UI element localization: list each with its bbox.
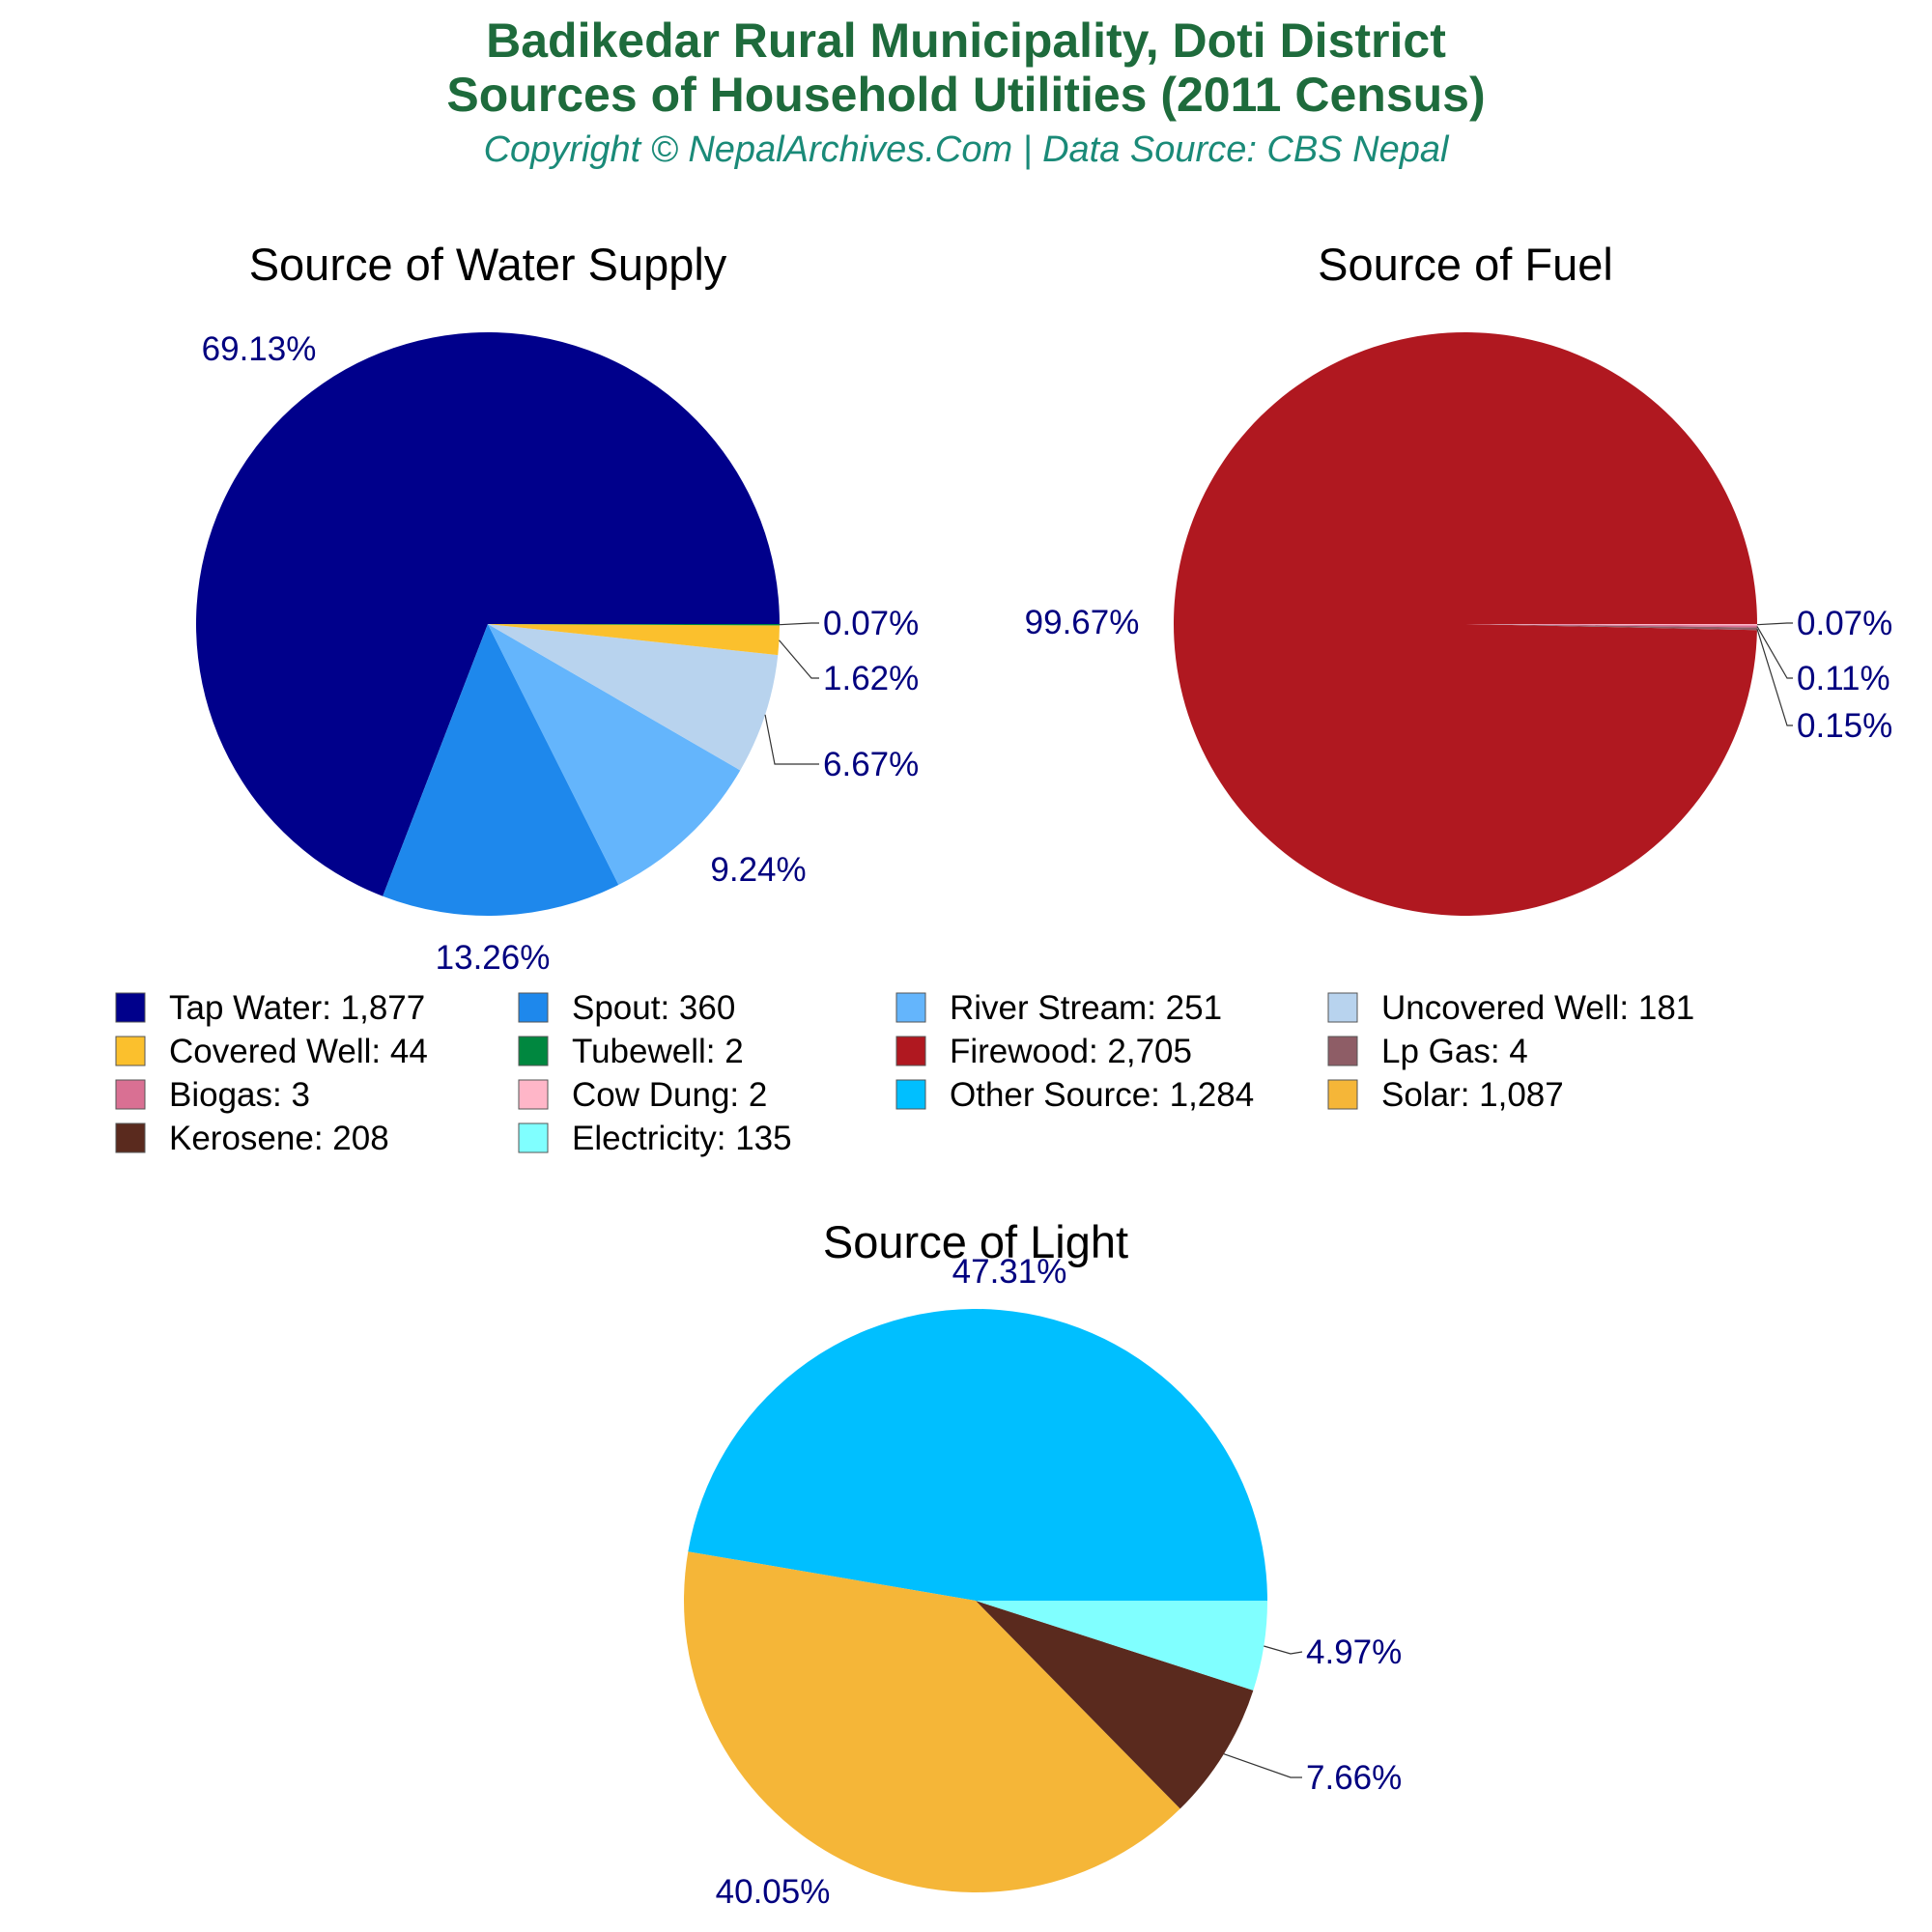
leader-line-covered-well bbox=[779, 639, 819, 679]
fuel-pie: Source of Fuel 99.67% 0.15% 0.11% 0.07% bbox=[1025, 239, 1893, 917]
slice-tubewell bbox=[488, 624, 780, 626]
slices bbox=[196, 331, 781, 916]
legend-label: Tap Water: 1,877 bbox=[169, 989, 425, 1027]
slice-tap-water bbox=[196, 331, 781, 896]
legend-swatch bbox=[518, 992, 549, 1023]
legend-item-tubewell: Tubewell: 2 bbox=[518, 1033, 744, 1070]
legend-item-lp-gas: Lp Gas: 4 bbox=[1327, 1033, 1528, 1070]
legend-swatch bbox=[518, 1122, 549, 1153]
percent-label-tubewell: 0.07% bbox=[823, 605, 919, 642]
slice-cow-dung bbox=[1465, 624, 1757, 626]
slice-spout bbox=[383, 624, 619, 916]
percent-label-biogas: 0.11% bbox=[1797, 660, 1890, 697]
legend-swatch bbox=[895, 1079, 926, 1110]
legend-label: Biogas: 3 bbox=[169, 1076, 310, 1114]
percent-label-spout: 13.26% bbox=[436, 939, 551, 977]
legend-item-cow-dung: Cow Dung: 2 bbox=[518, 1076, 767, 1114]
slice-kerosene bbox=[976, 1601, 1254, 1809]
legend-swatch bbox=[1327, 1036, 1358, 1066]
legend-item-kerosene: Kerosene: 208 bbox=[115, 1120, 389, 1157]
slice-covered-well bbox=[488, 624, 780, 656]
legend-item-biogas: Biogas: 3 bbox=[115, 1076, 310, 1114]
legend-item-electricity: Electricity: 135 bbox=[518, 1120, 792, 1157]
slice-solar bbox=[683, 1551, 1180, 1893]
water-supply-pie: Source of Water Supply69.13%13.26%9.24%6… bbox=[196, 239, 919, 977]
percent-label-solar: 40.05% bbox=[716, 1873, 831, 1911]
percent-label-lp-gas: 0.15% bbox=[1797, 707, 1892, 745]
legend-item-other-source: Other Source: 1,284 bbox=[895, 1076, 1254, 1114]
legend-item-covered-well: Covered Well: 44 bbox=[115, 1033, 428, 1070]
legend-label: Other Source: 1,284 bbox=[950, 1076, 1254, 1114]
percent-label-river-stream: 9.24% bbox=[710, 851, 806, 889]
legend-label: Electricity: 135 bbox=[572, 1120, 792, 1157]
leader-line-kerosene bbox=[1223, 1753, 1302, 1778]
slice-firewood bbox=[1174, 332, 1757, 917]
slice-electricity bbox=[976, 1601, 1267, 1690]
percent-label-cow-dung: 0.07% bbox=[1797, 605, 1892, 642]
legend-swatch bbox=[1327, 1079, 1358, 1110]
percent-label-firewood: 99.67% bbox=[1025, 604, 1140, 641]
legend-item-uncovered-well: Uncovered Well: 181 bbox=[1327, 989, 1694, 1027]
leader-line-cow-dung bbox=[1756, 622, 1793, 626]
legend-swatch bbox=[115, 1036, 146, 1066]
legend-swatch bbox=[115, 1122, 146, 1153]
percent-label-uncovered-well: 6.67% bbox=[823, 746, 919, 783]
main-title-line-1: Badikedar Rural Municipality, Doti Distr… bbox=[486, 14, 1446, 68]
legend-item-tap-water: Tap Water: 1,877 bbox=[115, 989, 425, 1027]
slices bbox=[1174, 332, 1757, 917]
chart-title-source-of-light: Source of Light bbox=[823, 1216, 1128, 1267]
legend: Tap Water: 1,877 Spout: 360 River Stream: … bbox=[115, 989, 1694, 1157]
legend-swatch bbox=[518, 1036, 549, 1066]
leader-line-lp-gas bbox=[1756, 628, 1793, 726]
percent-labels: 47.31% 40.05% 7.66% 4.97% bbox=[716, 1253, 1403, 1911]
legend-label: Covered Well: 44 bbox=[169, 1033, 428, 1070]
slices bbox=[683, 1309, 1267, 1893]
percent-labels: 99.67% 0.15% 0.11% 0.07% bbox=[1025, 604, 1893, 745]
legend-label: Uncovered Well: 181 bbox=[1381, 989, 1694, 1027]
percent-label-other-source: 47.31% bbox=[952, 1253, 1067, 1291]
chart-title-source-of-water-supply: Source of Water Supply bbox=[249, 239, 727, 290]
percent-label-tap-water: 69.13% bbox=[202, 330, 317, 368]
slice-biogas bbox=[1465, 624, 1757, 628]
leader-line-electricity bbox=[1264, 1645, 1303, 1655]
legend-label: River Stream: 251 bbox=[950, 989, 1222, 1027]
legend-swatch bbox=[895, 992, 926, 1023]
slice-other-source bbox=[688, 1309, 1267, 1601]
percent-label-covered-well: 1.62% bbox=[823, 660, 919, 697]
slice-uncovered-well bbox=[488, 624, 779, 771]
legend-swatch bbox=[1327, 992, 1358, 1023]
copyright-subtitle: Copyright © NepalArchives.Com | Data Sou… bbox=[483, 129, 1449, 170]
leader-line-uncovered-well bbox=[764, 714, 819, 765]
chart-title-source-of-fuel: Source of Fuel bbox=[1318, 239, 1613, 290]
percent-label-electricity: 4.97% bbox=[1306, 1634, 1402, 1671]
legend-label: Solar: 1,087 bbox=[1381, 1076, 1564, 1114]
legend-swatch bbox=[115, 992, 146, 1023]
leader-line-biogas bbox=[1756, 626, 1793, 679]
legend-label: Firewood: 2,705 bbox=[950, 1033, 1192, 1070]
legend-swatch bbox=[115, 1079, 146, 1110]
legend-swatch bbox=[895, 1036, 926, 1066]
legend-label: Tubewell: 2 bbox=[572, 1033, 744, 1070]
legend-item-spout: Spout: 360 bbox=[518, 989, 735, 1027]
legend-label: Cow Dung: 2 bbox=[572, 1076, 767, 1114]
legend-swatch bbox=[518, 1079, 549, 1110]
legend-label: Spout: 360 bbox=[572, 989, 735, 1027]
main-title-line-2: Sources of Household Utilities (2011 Cen… bbox=[446, 68, 1486, 122]
legend-label: Kerosene: 208 bbox=[169, 1120, 389, 1157]
legend-label: Lp Gas: 4 bbox=[1381, 1033, 1528, 1070]
slice-lp-gas bbox=[1465, 624, 1757, 631]
legend-item-river-stream: River Stream: 251 bbox=[895, 989, 1222, 1027]
percent-labels: 69.13% 13.26% 9.24% 6.67% 1.62% 0.07% bbox=[202, 330, 920, 977]
slice-river-stream bbox=[488, 624, 741, 885]
leader-line-tubewell bbox=[779, 622, 819, 626]
legend-item-solar: Solar: 1,087 bbox=[1327, 1076, 1564, 1114]
legend-item-firewood: Firewood: 2,705 bbox=[895, 1033, 1192, 1070]
percent-label-kerosene: 7.66% bbox=[1306, 1759, 1402, 1797]
